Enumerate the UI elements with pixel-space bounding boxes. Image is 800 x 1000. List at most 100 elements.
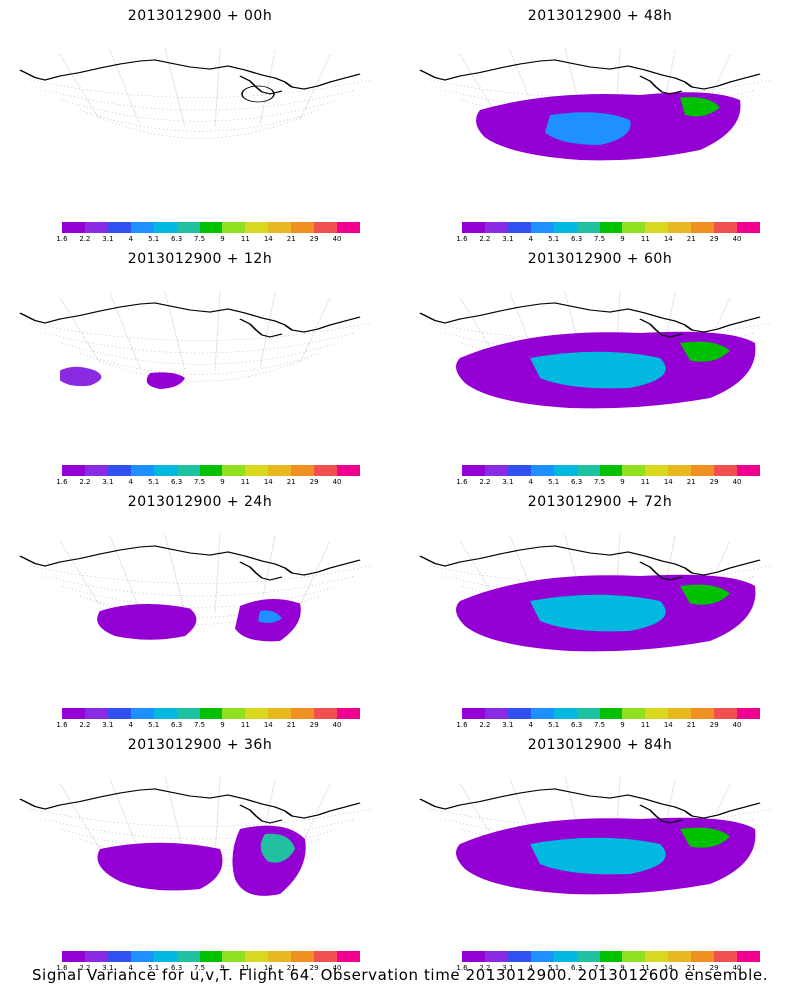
graticule-line [459, 540, 501, 607]
colorbar-swatch [599, 222, 623, 233]
colorbar-swatch [291, 951, 315, 962]
coastline [639, 561, 683, 581]
graticule-line [459, 783, 501, 850]
colorbar-swatch [691, 222, 715, 233]
variance-region [60, 366, 102, 387]
colorbar-tick-label: 29 [309, 478, 319, 486]
colorbar-tick-label: 2.2 [479, 235, 491, 243]
colorbar-tick-label: 4 [128, 235, 133, 243]
colorbar-swatch [599, 708, 623, 719]
colorbar-swatch [737, 222, 760, 233]
colorbar-swatch [176, 951, 200, 962]
colorbar-swatch [268, 465, 292, 476]
variance-region [258, 610, 282, 623]
colorbar-swatch [622, 465, 646, 476]
colorbar-swatch [153, 708, 177, 719]
region-outline [241, 85, 275, 103]
colorbar-tick-label: 7.5 [593, 721, 606, 729]
graticule-line [509, 292, 541, 369]
variance-region [530, 837, 666, 875]
colorbar-tick-label: 11 [640, 235, 650, 243]
colorbar-swatch [622, 708, 646, 719]
colorbar-swatch [245, 951, 269, 962]
colorbar-swatch [107, 708, 131, 719]
coastline [639, 318, 683, 338]
colorbar-swatch [314, 708, 338, 719]
colorbar-swatch [507, 708, 531, 719]
colorbar-swatch [668, 465, 692, 476]
colorbar-swatch [199, 465, 223, 476]
colorbar-swatch [291, 465, 315, 476]
colorbar-swatch [668, 951, 692, 962]
panel-title: 2013012900 + 36h [127, 737, 273, 753]
colorbar-swatch [107, 951, 131, 962]
colorbar [462, 465, 760, 476]
colorbar-swatch [714, 465, 738, 476]
colorbar-tick-label: 9 [220, 964, 225, 972]
colorbar-swatch [314, 222, 338, 233]
graticule-line [429, 565, 771, 584]
colorbar-swatch [314, 951, 338, 962]
colorbar-tick-label: 6.3 [171, 721, 183, 729]
graticule-line [299, 297, 331, 364]
graticule-line [29, 808, 371, 827]
coastline [419, 788, 761, 819]
colorbar-swatch [462, 708, 485, 719]
graticule-line [564, 776, 586, 857]
colorbar-tick-label: 21 [286, 235, 296, 243]
colorbar-tick-label: 9 [620, 964, 625, 972]
panel-title: 2013012900 + 00h [127, 8, 273, 24]
colorbar-swatch [153, 465, 177, 476]
colorbar-tick-label: 11 [240, 478, 250, 486]
variance-region [146, 372, 185, 389]
colorbar-tick-label: 7.5 [593, 235, 606, 243]
colorbar [462, 222, 760, 233]
graticule-line [564, 290, 586, 371]
colorbar-tick-label: 2.2 [79, 235, 91, 243]
colorbar-ticks: 1.6 2.2 3.1 4 5.1 6.3 7.5 9 11 14 21 29 40 [456, 721, 760, 731]
colorbar-tick-label: 40 [332, 721, 342, 729]
colorbar-tick-label: 3.1 [502, 721, 514, 729]
graticule-line [509, 49, 541, 126]
map-panel-p24: 2013012900 + 24h 1.6 2.2 3.1 4 5.1 6.3 7.5 9 11 14… [0, 486, 400, 729]
graticule-line [259, 292, 276, 369]
panel-title: 2013012900 + 12h [127, 251, 273, 267]
colorbar-tick-label: 1.6 [56, 478, 68, 486]
coastline [19, 788, 361, 819]
colorbar-swatch [530, 222, 554, 233]
colorbar-swatch [484, 222, 508, 233]
colorbar-tick-label: 6.3 [571, 478, 583, 486]
colorbar-tick-label: 21 [686, 964, 696, 972]
colorbar-tick-label: 6.3 [571, 964, 583, 972]
colorbar-swatch [691, 951, 715, 962]
colorbar-tick-label: 9 [620, 721, 625, 729]
colorbar-swatch [507, 222, 531, 233]
variance-region [97, 842, 223, 891]
colorbar-swatch [62, 708, 85, 719]
colorbar-tick-label: 5.1 [548, 964, 560, 972]
colorbar-swatch [553, 222, 577, 233]
colorbar-swatch [130, 222, 154, 233]
colorbar-swatch [176, 222, 200, 233]
colorbar-swatch [668, 708, 692, 719]
map-panel-p60: 2013012900 + 60h 1.6 2.2 3.1 4 5.1 6.3 7.5 9 11 14… [400, 243, 800, 486]
colorbar-tick-label: 14 [663, 964, 673, 972]
colorbar-ticks: 1.6 2.2 3.1 4 5.1 6.3 7.5 9 11 14 21 29 40 [56, 478, 360, 488]
colorbar-tick-label: 14 [263, 478, 273, 486]
colorbar-swatch [462, 222, 485, 233]
variance-region [680, 584, 730, 605]
polar-map [19, 533, 371, 642]
graticule-line [429, 808, 771, 827]
graticule-line [29, 565, 371, 584]
graticule-line [459, 54, 501, 121]
graticule-line [214, 533, 221, 614]
colorbar-swatch [714, 708, 738, 719]
graticule-line [59, 540, 101, 607]
colorbar [62, 951, 360, 962]
colorbar-swatch [645, 951, 669, 962]
graticule-line [564, 47, 586, 128]
colorbar-tick-label: 40 [732, 964, 742, 972]
colorbar-tick-label: 40 [332, 478, 342, 486]
colorbar-swatch [199, 951, 223, 962]
coastline [19, 59, 361, 90]
